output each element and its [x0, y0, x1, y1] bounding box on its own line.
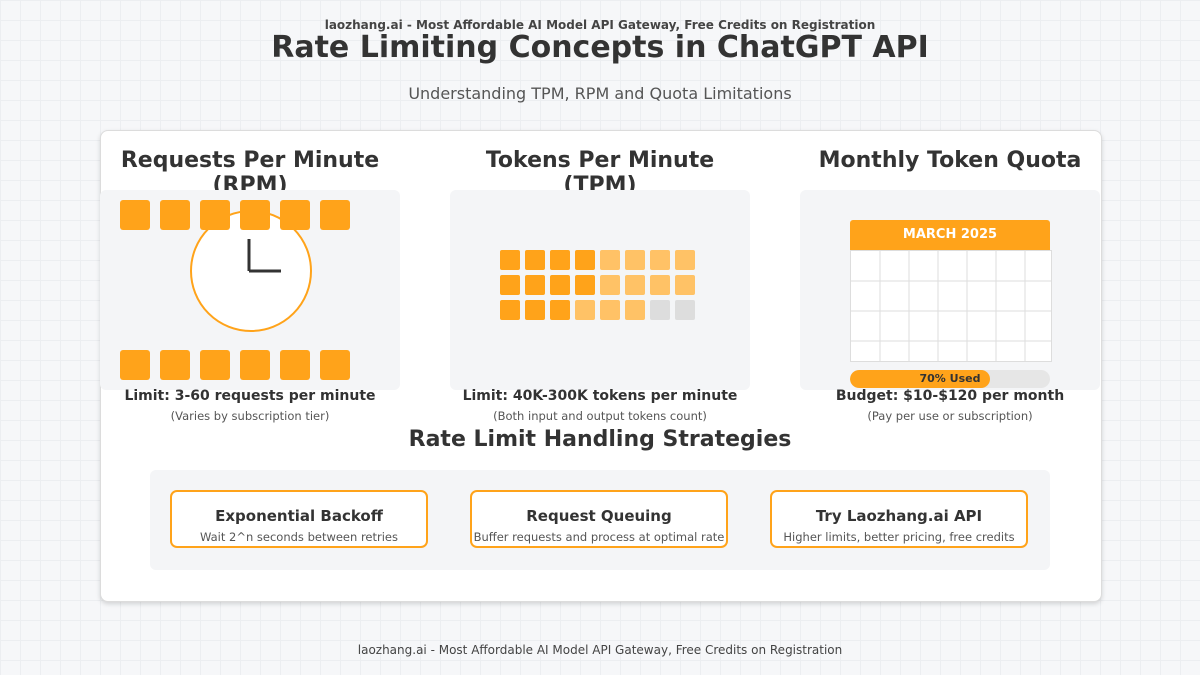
token-block	[675, 275, 695, 295]
request-block	[160, 350, 190, 380]
calendar-month-header: MARCH 2025	[850, 220, 1050, 250]
token-block	[600, 300, 620, 320]
request-block	[320, 350, 350, 380]
page-subtitle: Understanding TPM, RPM and Quota Limitat…	[0, 84, 1200, 103]
strategy-desc: Higher limits, better pricing, free cred…	[772, 530, 1026, 544]
token-block	[550, 250, 570, 270]
token-block	[575, 300, 595, 320]
request-block	[240, 200, 270, 230]
strategy-desc: Buffer requests and process at optimal r…	[472, 530, 726, 544]
quota-title: Monthly Token Quota	[800, 148, 1100, 173]
token-block	[525, 275, 545, 295]
token-block	[525, 250, 545, 270]
token-block	[550, 300, 570, 320]
token-block	[650, 250, 670, 270]
tpm-limit: Limit: 40K-300K tokens per minute	[450, 388, 750, 404]
request-block	[280, 200, 310, 230]
request-block	[280, 350, 310, 380]
budget-progress-label: 70% Used	[850, 370, 1050, 388]
strategy-desc: Wait 2^n seconds between retries	[172, 530, 426, 544]
quota-note: (Pay per use or subscription)	[800, 409, 1100, 423]
strategies-title: Rate Limit Handling Strategies	[0, 427, 1200, 452]
token-block	[625, 275, 645, 295]
token-block	[675, 250, 695, 270]
request-block	[120, 350, 150, 380]
calendar-grid-lines	[851, 251, 1051, 361]
rpm-note: (Varies by subscription tier)	[100, 409, 400, 423]
strategy-request-queuing: Request Queuing Buffer requests and proc…	[470, 490, 728, 548]
strategy-exponential-backoff: Exponential Backoff Wait 2^n seconds bet…	[170, 490, 428, 548]
tpm-note: (Both input and output tokens count)	[450, 409, 750, 423]
token-block	[650, 275, 670, 295]
request-block	[200, 200, 230, 230]
token-block	[650, 300, 670, 320]
token-block	[500, 300, 520, 320]
token-block	[675, 300, 695, 320]
token-block	[625, 250, 645, 270]
token-block	[600, 275, 620, 295]
request-block	[160, 200, 190, 230]
strategy-laozhang-api: Try Laozhang.ai API Higher limits, bette…	[770, 490, 1028, 548]
token-block	[500, 250, 520, 270]
token-block	[575, 275, 595, 295]
token-block	[550, 275, 570, 295]
token-block	[500, 275, 520, 295]
strategy-title: Request Queuing	[472, 507, 726, 525]
token-block	[600, 250, 620, 270]
request-block	[320, 200, 350, 230]
token-block	[525, 300, 545, 320]
page-title: Rate Limiting Concepts in ChatGPT API	[0, 30, 1200, 65]
quota-limit: Budget: $10-$120 per month	[800, 388, 1100, 404]
strategy-title: Exponential Backoff	[172, 507, 426, 525]
request-block	[200, 350, 230, 380]
strategy-title: Try Laozhang.ai API	[772, 507, 1026, 525]
request-block	[120, 200, 150, 230]
token-block	[575, 250, 595, 270]
token-block	[625, 300, 645, 320]
rpm-limit: Limit: 3-60 requests per minute	[100, 388, 400, 404]
request-block	[240, 350, 270, 380]
footer-banner: laozhang.ai - Most Affordable AI Model A…	[0, 643, 1200, 657]
calendar-icon	[850, 250, 1052, 362]
